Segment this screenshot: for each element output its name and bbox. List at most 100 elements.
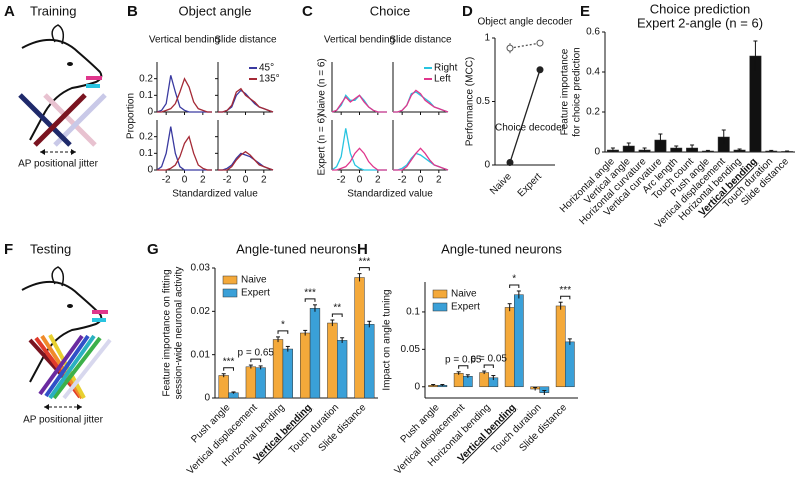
y-tick-label: 0.2 — [139, 131, 153, 142]
x-tick-label: -2 — [398, 175, 407, 186]
density-line — [156, 75, 212, 113]
annotation: * — [512, 274, 516, 285]
x-tick-label: 2 — [375, 175, 381, 186]
annotation: p = 0.05 — [471, 354, 508, 365]
y-tick-label: 0.2 — [586, 107, 600, 118]
x-tick-label: 0 — [418, 175, 424, 186]
panel-letter: E — [580, 3, 590, 20]
column-title: Vertical bending — [149, 35, 220, 46]
y-tick-label: 0.4 — [586, 67, 600, 78]
y-tick-label: 0 — [414, 381, 420, 392]
significance-bracket — [331, 313, 343, 317]
annotation: *** — [359, 256, 371, 267]
pole — [52, 336, 102, 400]
diagram-caption: AP positional jitter — [18, 159, 99, 170]
pole — [33, 93, 87, 147]
legend-swatch — [222, 288, 238, 298]
annotation: p = 0.65 — [238, 348, 275, 359]
x-tick-label: Expert — [516, 171, 544, 199]
annotation: p = 0.65 — [445, 354, 482, 365]
y-axis-label: Performance (MCC) — [465, 57, 476, 146]
series-label: Choice decoder — [495, 123, 566, 134]
significance-bracket — [458, 365, 469, 369]
significance-bracket — [509, 284, 520, 288]
panel-letter: A — [4, 3, 15, 20]
mouse-eye — [67, 62, 73, 66]
density-line — [331, 94, 387, 113]
x-tick-label: 0 — [243, 175, 249, 186]
mouse-ear — [51, 24, 65, 45]
x-tick-label: 2 — [436, 175, 442, 186]
x-tick-label: -2 — [162, 175, 171, 186]
diagram-a: A Training AP positional jitter — [4, 3, 107, 170]
density-line — [218, 87, 274, 113]
x-tick-label: Slide distance — [317, 402, 369, 454]
mouse-head — [21, 38, 103, 141]
panel-letter: H — [357, 241, 368, 258]
significance-bracket — [483, 364, 494, 369]
x-axis-label: Standardized value — [347, 189, 433, 200]
x-tick-label: 0 — [182, 175, 188, 186]
x-tick-label: 0 — [357, 175, 363, 186]
pole-faded — [43, 93, 97, 147]
y-tick-label: 0.03 — [191, 263, 211, 274]
significance-bracket — [359, 267, 370, 271]
bar — [245, 366, 257, 399]
column-title: Slide distance — [389, 35, 452, 46]
density-line — [157, 77, 212, 113]
significance-bracket — [304, 298, 316, 302]
x-axis-label: Standardized value — [172, 189, 258, 200]
panel-letter: C — [302, 3, 313, 20]
significance-bracket — [223, 367, 234, 371]
density-line — [393, 147, 449, 171]
y-axis-label: for choice prediction — [572, 47, 583, 137]
chart-title: Choice prediction — [650, 1, 750, 16]
pole — [18, 93, 72, 147]
bar — [327, 322, 338, 399]
bar — [354, 277, 365, 399]
chart-title: Object angle — [179, 3, 252, 18]
significance-bracket — [277, 330, 289, 334]
pole-set — [28, 334, 112, 400]
mouse-ear — [51, 266, 65, 287]
pole — [38, 334, 84, 396]
y-tick-label: 0.1 — [406, 307, 420, 318]
density-line — [218, 150, 274, 171]
bar — [300, 332, 311, 399]
y-tick-label: 0.05 — [401, 344, 421, 355]
panel-letter: B — [127, 3, 138, 20]
density-line — [393, 89, 449, 113]
panel-letter: F — [4, 241, 13, 258]
y-tick-label: 0.6 — [586, 27, 600, 38]
y-axis-label: Feature importance on fitting — [162, 269, 173, 396]
bar — [309, 308, 321, 399]
point — [506, 158, 514, 166]
x-tick-label: Naive — [488, 171, 514, 197]
y-tick-label: 0.1 — [139, 90, 153, 101]
diagram-caption: AP positional jitter — [23, 415, 104, 426]
y-tick-label: 0 — [147, 107, 153, 118]
bar — [453, 373, 464, 388]
column-title: Vertical bending — [324, 35, 395, 46]
density-line — [332, 147, 387, 171]
point — [506, 44, 514, 52]
density-line — [331, 94, 387, 113]
pole — [48, 334, 96, 400]
chart-title: Angle-tuned neurons — [441, 241, 562, 256]
chart-title: Choice — [370, 3, 410, 18]
y-tick-label: 0.1 — [139, 148, 153, 159]
legend-label: Expert — [241, 288, 270, 299]
x-tick-label: -2 — [223, 175, 232, 186]
significance-bracket — [560, 295, 571, 300]
diagram-f: F Testing AP positional jitter — [4, 241, 112, 426]
legend-label: 45° — [259, 63, 274, 74]
y-tick-label: 0 — [594, 147, 600, 158]
chart-subtitle: Expert 2-angle (n = 6) — [637, 15, 763, 30]
legend-swatch — [432, 289, 448, 299]
density-line — [156, 126, 212, 171]
significance-bracket — [250, 358, 262, 363]
series-line — [509, 69, 541, 163]
legend-label: Right — [434, 63, 458, 74]
legend-label: Expert — [451, 302, 480, 313]
